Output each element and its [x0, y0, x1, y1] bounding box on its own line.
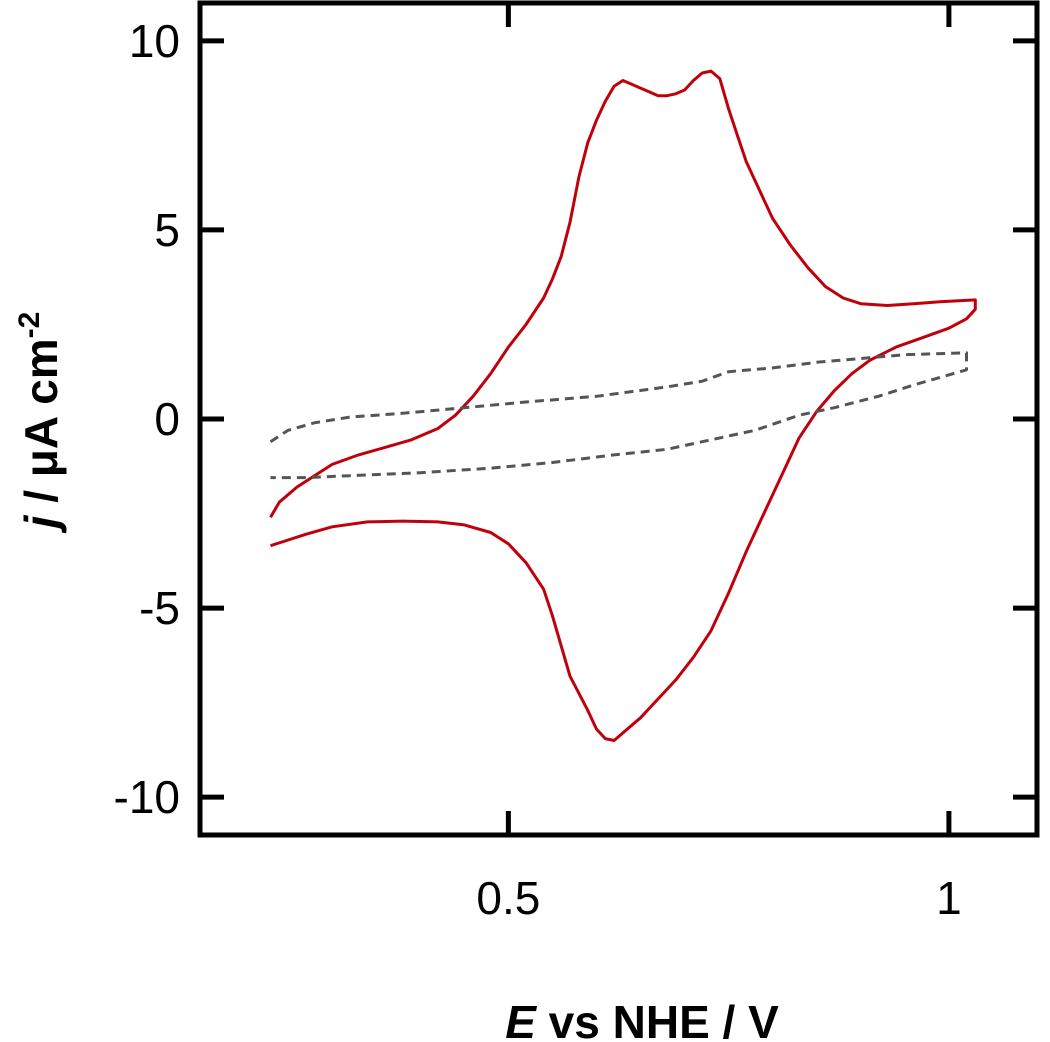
y-tick-label: 10 — [129, 15, 180, 67]
x-axis-title: E vs NHE / V — [505, 996, 779, 1042]
axis-ticks — [200, 3, 1037, 835]
y-tick-label: 5 — [154, 204, 180, 256]
y-axis-exponent: -2 — [13, 312, 46, 339]
x-tick-label: 0.5 — [476, 872, 540, 924]
plot-marks — [269, 69, 977, 742]
y-tick-label: -10 — [114, 771, 180, 823]
y-tick-label: 0 — [154, 393, 180, 445]
plot-frame — [197, 0, 1040, 838]
y-axis-title: j / μA cm-2 — [13, 312, 67, 534]
x-tick-label: 1 — [936, 872, 962, 924]
series-line-2-dashed — [269, 351, 968, 480]
x-axis-label-text: vs NHE / V — [536, 996, 779, 1042]
x-axis-variable: E — [505, 996, 537, 1042]
tick-labels: 10 5 0 -5 -10 0.5 1 — [114, 15, 962, 924]
y-axis-label-text: / μA cm — [15, 338, 67, 515]
y-tick-label: -5 — [139, 582, 180, 634]
series-line-1-solid — [269, 69, 977, 742]
y-axis-variable: j — [15, 514, 67, 533]
